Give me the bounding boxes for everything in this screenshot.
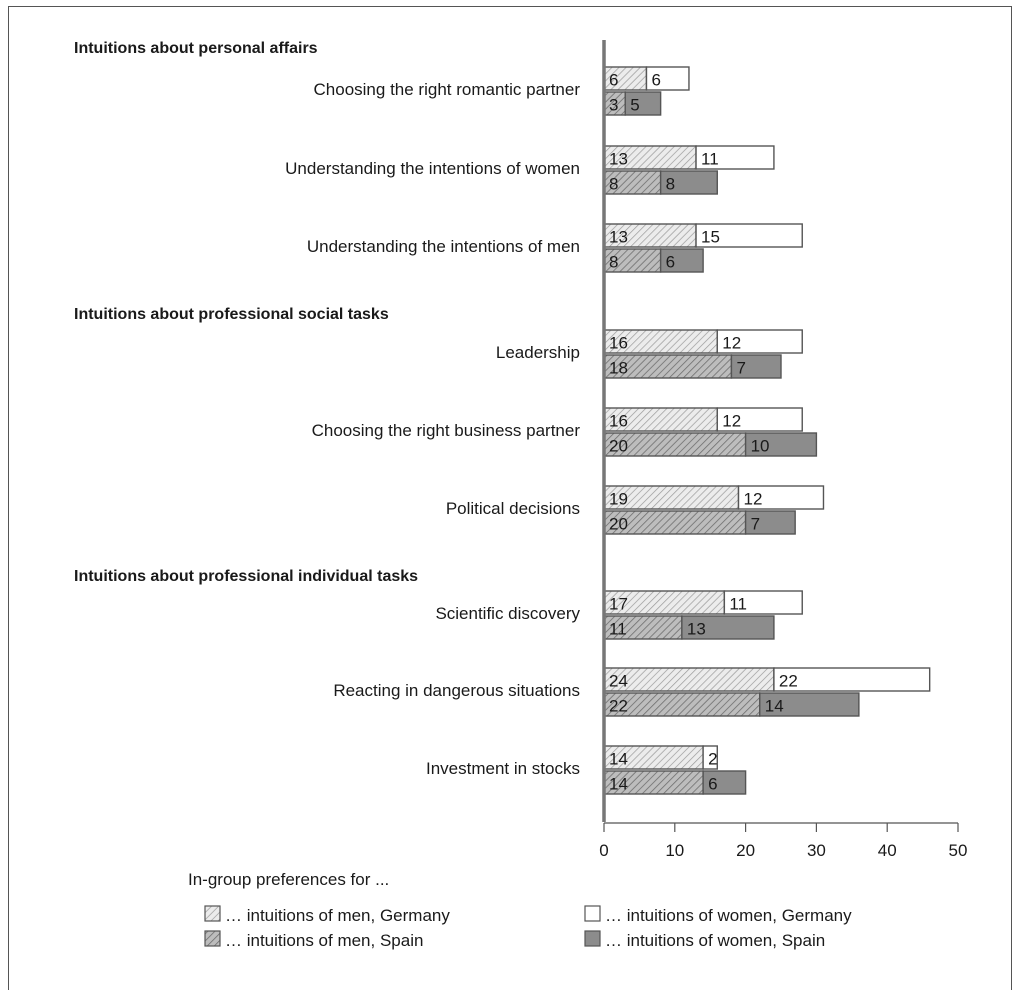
data-label-men-spain: 8 [609,253,618,272]
data-label-men-spain: 8 [609,175,618,194]
data-label-women-germany: 2 [708,750,717,769]
data-label-men-germany: 13 [609,150,628,169]
bar-women-germany [716,329,803,354]
data-label-women-germany: 15 [701,228,720,247]
data-label-women-spain: 7 [751,515,760,534]
x-tick-label: 10 [665,841,684,860]
bar-women-germany [737,485,825,510]
data-label-women-spain: 14 [765,697,784,716]
bar-women-spain [659,170,718,195]
legend: In-group preferences for ... … intuitions… [188,870,852,950]
data-label-men-germany: 16 [609,334,628,353]
bar-women-spain [681,615,775,640]
legend-swatch-men-germany [204,905,221,922]
figure-frame [8,6,1012,990]
category-label: Political decisions [446,499,580,518]
data-label-men-spain: 3 [609,96,618,115]
legend-label-men-spain: … intuitions of men, Spain [225,931,423,950]
data-label-men-germany: 6 [609,71,618,90]
data-label-men-spain: 14 [609,775,628,794]
category-label: Leadership [496,343,580,362]
group-title: Intuitions about professional social tas… [74,306,389,323]
bar-women-spain [744,510,796,535]
data-label-women-spain: 8 [666,175,675,194]
bar-women-spain [744,432,818,457]
data-label-women-spain: 5 [630,96,639,115]
bar-women-spain [702,770,747,795]
bar-women-spain [659,248,704,273]
legend-swatch-women-spain [584,930,601,947]
data-label-women-germany: 11 [729,595,747,614]
group-title: Intuitions about professional individual… [74,568,418,585]
data-label-men-germany: 19 [609,490,628,509]
data-label-men-spain: 11 [609,620,627,639]
x-axis: 0 10 20 30 40 50 [599,40,967,860]
category-label: Investment in stocks [426,759,580,778]
legend-swatch-men-spain [204,930,221,947]
legend-label-men-germany: … intuitions of men, Germany [225,906,450,925]
data-label-men-spain: 22 [609,697,628,716]
category-label: Scientific discovery [435,604,580,623]
data-label-men-spain: 20 [609,437,628,456]
legend-swatch-women-germany [584,905,601,922]
bar-women-germany [773,667,931,692]
data-label-women-germany: 22 [779,672,798,691]
data-label-women-spain: 7 [736,359,745,378]
group-title: Intuitions about personal affairs [74,40,318,57]
bar-women-spain [624,91,662,116]
x-tick-label: 20 [736,841,755,860]
data-label-men-spain: 20 [609,515,628,534]
data-label-women-germany: 12 [744,490,763,509]
data-label-women-germany: 12 [722,412,741,431]
bars-layer: 6 6 3 5 13 11 8 8 13 15 8 6 16 12 18 7 16 12 20 10 19 12 20 7 17… [603,66,931,795]
legend-label-women-spain: … intuitions of women, Spain [605,931,825,950]
legend-label-women-germany: … intuitions of women, Germany [605,906,852,925]
bar-men-germany [603,667,775,692]
data-label-women-spain: 13 [687,620,706,639]
data-label-women-spain: 6 [666,253,675,272]
data-label-women-germany: 12 [722,334,741,353]
category-layer: Intuitions about personal affairs Choosin… [74,40,580,778]
data-label-women-spain: 6 [708,775,717,794]
category-label: Understanding the intentions of women [285,159,580,178]
x-tick-label: 0 [599,841,608,860]
data-label-men-germany: 24 [609,672,628,691]
x-tick-label: 50 [949,841,968,860]
bar-women-germany [702,745,718,770]
bar-women-germany [723,590,803,615]
bar-women-germany [695,145,775,170]
category-label: Understanding the intentions of men [307,237,580,256]
bar-women-germany [716,407,803,432]
data-label-men-germany: 14 [609,750,628,769]
bar-women-germany [695,223,803,248]
category-label: Reacting in dangerous situations [333,681,580,700]
data-label-women-spain: 10 [751,437,770,456]
x-tick-label: 40 [878,841,897,860]
bar-women-spain [759,692,860,717]
data-label-men-germany: 17 [609,595,628,614]
category-label: Choosing the right business partner [312,421,581,440]
legend-title: In-group preferences for ... [188,870,389,889]
data-label-women-germany: 11 [701,150,719,169]
category-label: Choosing the right romantic partner [314,80,581,99]
bar-women-spain [730,354,782,379]
bar-women-germany [645,66,690,91]
x-tick-label: 30 [807,841,826,860]
data-label-women-germany: 6 [651,71,660,90]
data-label-men-germany: 16 [609,412,628,431]
data-label-men-spain: 18 [609,359,628,378]
data-label-men-germany: 13 [609,228,628,247]
